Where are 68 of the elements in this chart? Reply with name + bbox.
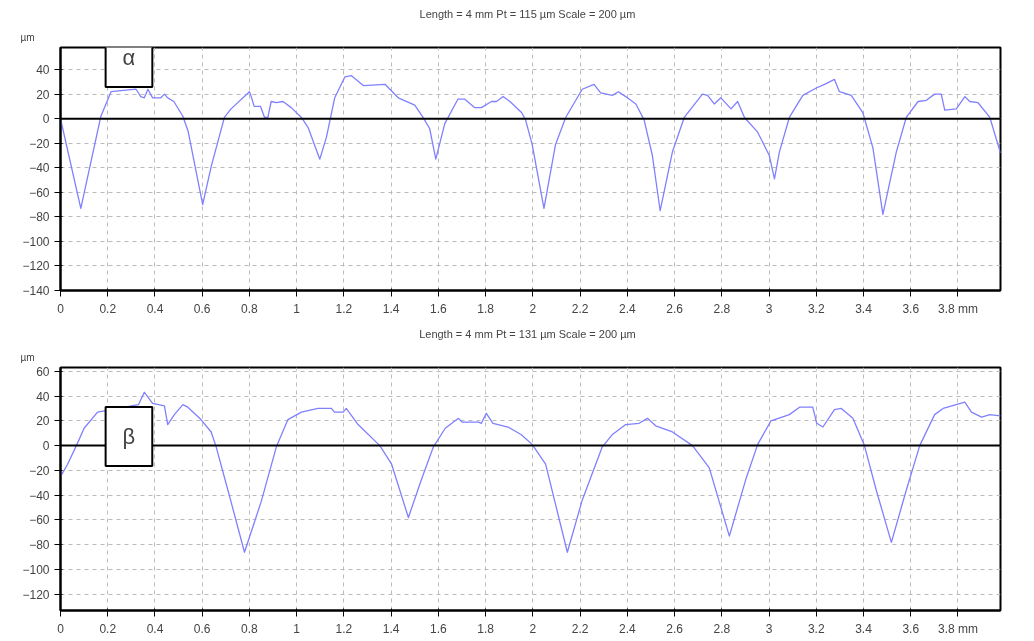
y-axis-title: µm bbox=[20, 351, 35, 363]
x-tick-label: 2.6 bbox=[666, 621, 684, 636]
y-axis-title: µm bbox=[20, 31, 35, 43]
x-tick-label: 2.4 bbox=[618, 301, 636, 316]
x-tick-label: 1.2 bbox=[335, 621, 353, 636]
x-tick-label: 3.2 bbox=[807, 301, 825, 316]
line-series bbox=[60, 75, 1001, 216]
x-tick-label: 2.6 bbox=[666, 301, 684, 316]
x-tick-label: 1.6 bbox=[430, 621, 448, 636]
x-tick-label: 3.6 bbox=[902, 621, 920, 636]
x-tick-label: 3 bbox=[765, 621, 773, 636]
x-tick-label: 3.6 bbox=[902, 301, 920, 316]
annotation: α bbox=[122, 45, 136, 71]
y-tick-label: 60 bbox=[36, 364, 50, 379]
y-tick-label: −140 bbox=[22, 284, 50, 298]
y-tick-label: −100 bbox=[22, 563, 50, 578]
annotation: β bbox=[122, 424, 136, 450]
y-tick-label: −60 bbox=[29, 513, 50, 528]
x-tick-label: 2.2 bbox=[571, 621, 589, 636]
x-tick-label: 3.4 bbox=[855, 301, 873, 316]
x-tick-label: 0.8 bbox=[241, 621, 259, 636]
x-tick-label: 1.6 bbox=[430, 301, 448, 316]
x-tick-label: 2.2 bbox=[571, 301, 589, 316]
chart-title: Length = 4 mm Pt = 131 µm Scale = 200 µm bbox=[419, 327, 636, 340]
y-tick-label: −20 bbox=[29, 136, 50, 151]
y-tick-label: 0 bbox=[42, 439, 50, 454]
y-tick-label: −80 bbox=[29, 538, 50, 553]
x-tick-label: 1 bbox=[293, 301, 301, 316]
y-tick-label: −100 bbox=[22, 234, 50, 249]
y-tick-label: −80 bbox=[29, 210, 50, 225]
y-tick-label: −20 bbox=[29, 463, 50, 478]
x-tick-label: 1.4 bbox=[382, 621, 400, 636]
x-tick-label: 2 bbox=[529, 621, 537, 636]
x-tick-label: 0.2 bbox=[99, 301, 117, 316]
y-tick-label: 20 bbox=[36, 414, 50, 429]
x-tick-label: 1 bbox=[293, 621, 301, 636]
x-tick-label: 2.4 bbox=[618, 621, 636, 636]
y-tick-label: −40 bbox=[29, 488, 50, 503]
y-tick-label: −120 bbox=[22, 587, 50, 602]
x-tick-label: 0 bbox=[57, 621, 65, 636]
y-tick-label: −120 bbox=[22, 259, 50, 274]
x-tick-label: 1.8 bbox=[477, 621, 495, 636]
x-tick-label: 3.4 bbox=[855, 621, 873, 636]
x-tick-label: 1.4 bbox=[382, 301, 400, 316]
y-tick-label: 40 bbox=[36, 63, 50, 78]
x-tick-label: 3 bbox=[765, 301, 773, 316]
y-tick-label: −60 bbox=[29, 185, 50, 200]
x-tick-label: 0.4 bbox=[146, 301, 164, 316]
x-tick-label: 0.6 bbox=[193, 301, 211, 316]
x-tick-label: 2.8 bbox=[713, 621, 731, 636]
y-tick-label: 40 bbox=[36, 389, 50, 404]
y-tick-label: 0 bbox=[42, 112, 50, 127]
y-tick-label: 20 bbox=[36, 87, 50, 102]
x-tick-label: 2 bbox=[529, 301, 537, 316]
x-tick-label: 1.8 bbox=[477, 301, 495, 316]
x-tick-label: 0.8 bbox=[241, 301, 259, 316]
x-tick-label: 0.6 bbox=[193, 621, 211, 636]
x-tick-label: 3.8 mm bbox=[937, 621, 978, 636]
y-tick-label: −40 bbox=[29, 161, 50, 176]
x-tick-label: 0 bbox=[57, 301, 65, 316]
x-tick-label: 3.2 bbox=[807, 621, 825, 636]
x-tick-label: 2.8 bbox=[713, 301, 731, 316]
chart-title: Length = 4 mm Pt = 115 µm Scale = 200 µm bbox=[419, 7, 636, 20]
x-tick-label: 1.2 bbox=[335, 301, 353, 316]
line-series bbox=[60, 391, 1001, 553]
x-tick-label: 3.8 mm bbox=[937, 301, 978, 316]
x-tick-label: 0.4 bbox=[146, 621, 164, 636]
x-tick-label: 0.2 bbox=[99, 621, 117, 636]
